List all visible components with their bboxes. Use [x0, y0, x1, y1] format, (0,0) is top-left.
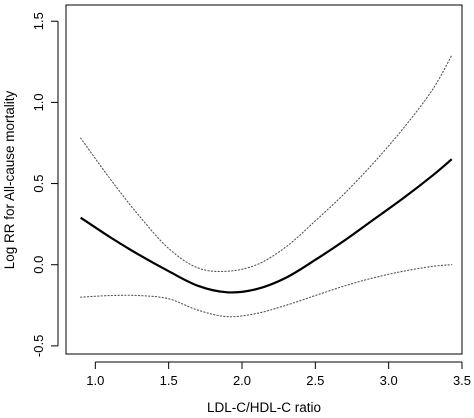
- y-tick-label: 0.5: [31, 175, 46, 193]
- fitted-curve: [80, 158, 453, 294]
- x-tick-label: 1.5: [160, 373, 178, 388]
- y-tick-label: -0.5: [31, 335, 46, 357]
- x-axis-label: LDL-C/HDL-C ratio: [207, 400, 321, 415]
- x-tick-label: 3.5: [453, 373, 471, 388]
- y-tick-label: 1.0: [31, 93, 46, 111]
- x-tick-label: 2.0: [233, 373, 251, 388]
- x-tick-label: 2.5: [306, 373, 324, 388]
- upper-ci-curve: [80, 54, 453, 273]
- series-layer: [80, 54, 453, 318]
- lower-ci-curve: [80, 264, 453, 318]
- x-tick-label: 1.0: [86, 373, 104, 388]
- y-axis: -0.5 0.0 0.5 1.0 1.5: [31, 12, 59, 357]
- x-axis: 1.0 1.5 2.0 2.5 3.0 3.5: [86, 361, 471, 388]
- y-axis-label: Log RR for All-cause mortality: [2, 90, 17, 269]
- y-tick-label: 1.5: [31, 12, 46, 30]
- plot-area-frame: [65, 4, 463, 355]
- x-tick-label: 3.0: [380, 373, 398, 388]
- y-tick-label: 0.0: [31, 256, 46, 274]
